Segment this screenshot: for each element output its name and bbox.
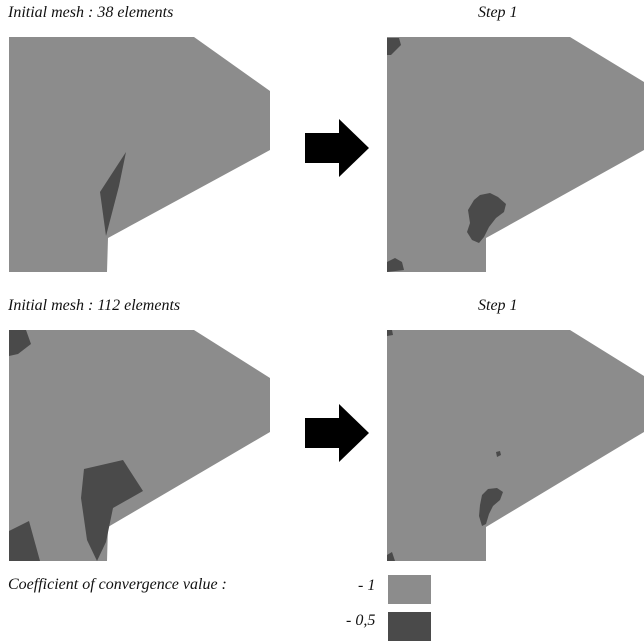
row-2-low-convergence-region-top: [9, 330, 31, 356]
row-1-low-convergence-region: [100, 152, 126, 236]
row-2-low-convergence-region-bottom: [9, 521, 40, 561]
row-1-initial-mesh: [9, 37, 270, 272]
row-2-step-small-spot: [496, 451, 501, 457]
row-1-step-1: [387, 37, 644, 272]
row-1-step-corner-spot-bottom: [387, 258, 404, 272]
row-2-domain: [9, 330, 270, 561]
row-2-step-domain: [387, 330, 644, 561]
row-2-step-fillet-spot: [479, 488, 503, 526]
row-2-right-caption: Step 1: [478, 297, 518, 314]
row-2-left-caption: Initial mesh : 112 elements: [8, 297, 181, 314]
row-2-step-corner-spot-top: [387, 330, 393, 336]
row-1-step-domain: [387, 37, 644, 272]
row-2-initial-mesh: [9, 330, 270, 561]
row-2-step-corner-spot-bottom: [387, 552, 395, 561]
row-2-step-1: [387, 330, 644, 561]
row-1-left-caption: Initial mesh : 38 elements: [8, 4, 174, 21]
legend-title: Coefficient of convergence value :: [8, 576, 227, 593]
row-1-right-caption: Step 1: [478, 4, 518, 21]
legend-label-minus-0-5: - 0,5: [346, 612, 376, 629]
row-1-domain: [9, 37, 270, 272]
row-1-step-fillet-spot: [467, 193, 506, 243]
legend-swatch-minus-0-5: [388, 612, 431, 641]
legend-swatch-minus-1: [388, 575, 431, 604]
row-2-low-convergence-region-fillet: [81, 460, 143, 561]
row-2-right-arrow-icon: [305, 404, 369, 462]
row-1-step-corner-spot-top: [387, 38, 401, 55]
row-1-right-arrow-icon: [305, 119, 369, 177]
legend-label-minus-1: - 1: [358, 577, 376, 594]
